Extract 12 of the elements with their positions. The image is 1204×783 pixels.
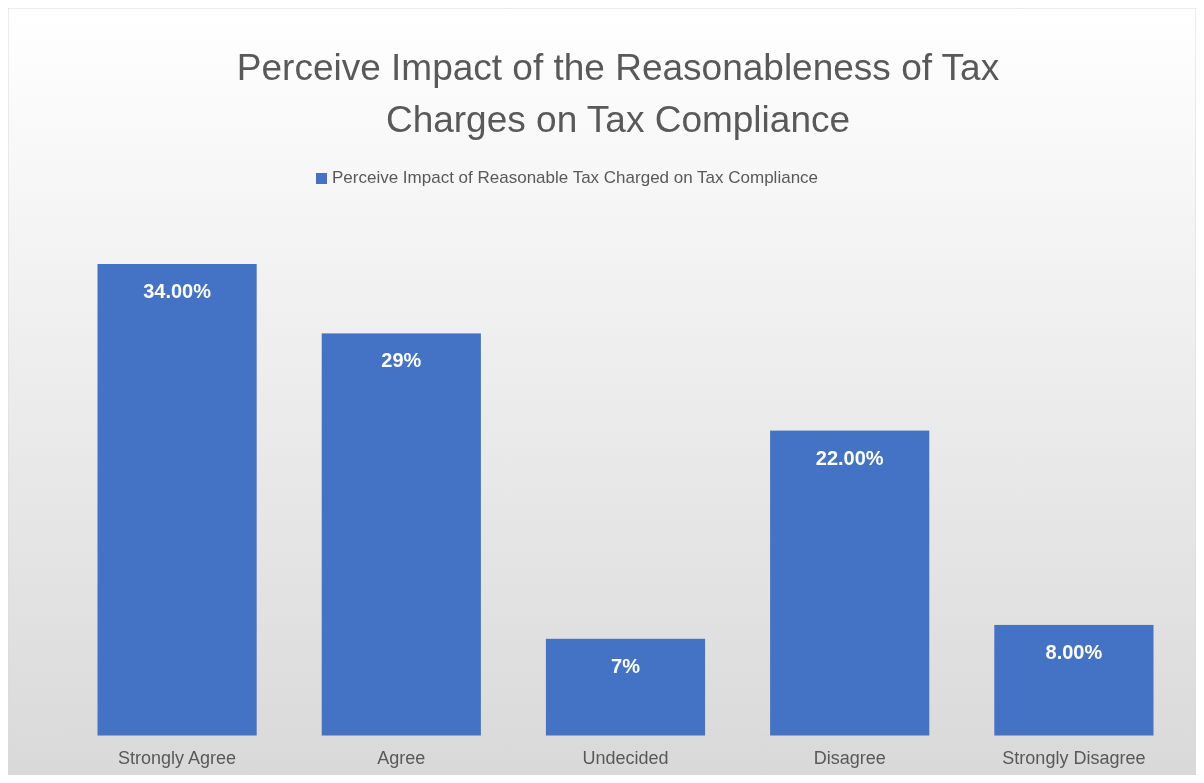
legend-label: Perceive Impact of Reasonable Tax Charged on Tax Compliance xyxy=(332,168,819,187)
x-tick-label: Agree xyxy=(377,748,426,768)
x-tick-label: Strongly Disagree xyxy=(1002,748,1146,768)
data-label: 22.00% xyxy=(815,446,884,469)
data-label: 8.00% xyxy=(1045,640,1103,663)
data-label: 34.00% xyxy=(143,280,212,302)
chart-title: Perceive Impact of the Reasonableness of Tax Charges on Tax Compliance xyxy=(236,47,1000,140)
x-tick-label: Strongly Agree xyxy=(118,748,237,768)
x-tick-label: Disagree xyxy=(813,748,886,768)
data-label: 7% xyxy=(611,654,641,677)
data-label: 29% xyxy=(381,349,422,372)
x-tick-label: Undecided xyxy=(582,748,669,768)
